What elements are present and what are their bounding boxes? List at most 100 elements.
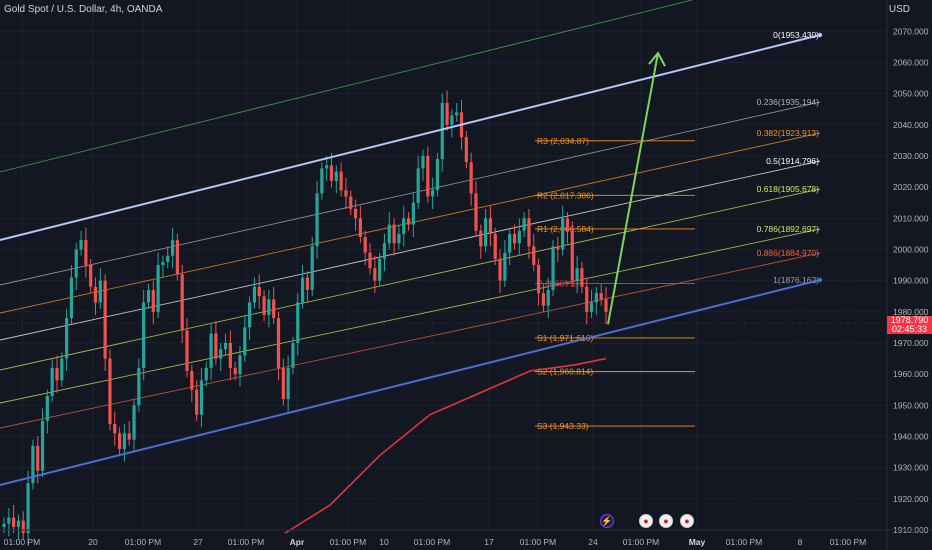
candle-body: [219, 349, 223, 359]
candle-body: [397, 233, 401, 244]
lightning-icon[interactable]: ⚡: [600, 514, 614, 528]
candle-body: [79, 240, 83, 250]
candle-body: [55, 367, 59, 381]
candle-body: [580, 268, 584, 287]
candle-body: [493, 233, 497, 259]
time-tick-label: 20: [88, 537, 98, 547]
fib-level-label: 0.886(1884.970): [757, 248, 820, 258]
candle-body: [146, 289, 151, 303]
candle-body: [89, 265, 93, 287]
candle-body: [517, 230, 521, 244]
candle-body: [426, 155, 430, 197]
time-tick-label: 01:00 PM: [623, 537, 659, 547]
candle-body: [445, 102, 449, 125]
fib-level-label: 0.786(1892.697): [757, 224, 820, 234]
pivot-label: S3 (1,943.33): [537, 421, 589, 431]
candle-body: [300, 277, 305, 303]
candle-body: [36, 445, 40, 471]
price-tick-label: 1930.000: [893, 463, 929, 473]
candle-body: [431, 190, 435, 197]
time-tick-label: 10: [379, 537, 389, 547]
candle-body: [113, 424, 117, 434]
candle-body: [7, 517, 11, 524]
price-channel: [0, 32, 823, 486]
candle-body: [243, 327, 247, 356]
time-axis[interactable]: 01:00 PM 20 01:00 PM 27 01:00 PM Apr 01:00 PM 1…: [0, 529, 932, 547]
channel-lower-line: [0, 279, 821, 486]
fib-level-line: [0, 252, 821, 429]
candle-body: [69, 277, 74, 319]
candle-body: [262, 296, 266, 315]
price-tick-label: 1970.000: [893, 338, 929, 348]
candle-body: [252, 286, 257, 303]
candle-body: [65, 318, 69, 359]
candle-body: [286, 367, 290, 400]
candle-body: [214, 333, 218, 359]
us-flag-icon[interactable]: ●: [680, 514, 694, 528]
candle-body: [349, 196, 353, 209]
candle-body: [329, 165, 334, 181]
outer-fib-line: [0, 0, 693, 173]
time-tick-label: 01:00 PM: [520, 537, 556, 547]
candle-body: [508, 233, 512, 253]
candle-body: [170, 240, 175, 256]
candle-body: [406, 218, 411, 225]
price-axis[interactable]: 1910.0001920.0001930.0001940.0001950.000…: [886, 0, 932, 550]
us-flag-icon[interactable]: ●: [639, 514, 653, 528]
candle-body: [387, 224, 391, 244]
candle-body: [536, 265, 541, 294]
candle-body: [484, 218, 488, 247]
candle-body: [50, 367, 54, 396]
time-tick-label: Apr: [290, 537, 305, 547]
time-tick-label: 01:00 PM: [125, 537, 161, 547]
candle-body: [594, 293, 598, 303]
current-price-value: 1978.790: [890, 315, 929, 325]
fib-level-label: 0.382(1923.913): [757, 128, 820, 138]
candle-body: [382, 243, 387, 259]
candle-body: [228, 342, 232, 368]
fib-level-label: 1(1876.162): [773, 275, 819, 285]
candle-body: [103, 280, 107, 359]
price-tick-label: 1980.000: [893, 307, 929, 317]
price-tick-label: 2020.000: [893, 182, 929, 192]
candle-body: [127, 433, 131, 440]
candle-body: [435, 159, 440, 191]
price-tick-label: 2050.000: [893, 89, 929, 99]
fib-level-label: 0.5(1914.796): [766, 156, 819, 166]
pivot-label: R2 (2,017.386): [537, 190, 594, 200]
currency-label: USD: [888, 4, 910, 15]
price-tick-label: 1950.000: [893, 400, 929, 410]
candle-body: [12, 517, 16, 527]
pivot-label: R3 (2,034.87): [537, 136, 589, 146]
symbol-title: Gold Spot / U.S. Dollar, 4h, OANDA: [4, 4, 163, 15]
candle-body: [325, 165, 329, 169]
candle-body: [190, 371, 194, 390]
time-tick-label: 8: [798, 537, 803, 547]
candle-body: [223, 342, 228, 350]
candle-body: [84, 240, 88, 266]
candle-body: [604, 299, 608, 312]
candle-body: [291, 342, 295, 368]
price-tick-label: 2010.000: [893, 213, 929, 223]
projection-arrow: [607, 51, 666, 325]
candle-body: [334, 171, 338, 181]
candle-body: [195, 389, 199, 415]
us-flag-icon[interactable]: ●: [659, 514, 673, 528]
candle-body: [137, 367, 141, 406]
candle-body: [344, 190, 348, 197]
candle-body: [310, 246, 314, 290]
time-tick-label: 27: [193, 537, 203, 547]
candle-body: [132, 405, 136, 440]
candle-body: [556, 246, 560, 250]
arrow-head: [648, 51, 666, 67]
candle-body: [565, 218, 570, 231]
price-tick-label: 2040.000: [893, 120, 929, 130]
candle-body: [209, 333, 213, 368]
candle-body: [151, 289, 155, 312]
candle-body: [248, 302, 252, 328]
candle-body: [142, 302, 146, 368]
pivot-label: R1 (2,006.584): [537, 224, 594, 234]
candle-body: [238, 355, 242, 375]
candle-body: [26, 483, 30, 534]
